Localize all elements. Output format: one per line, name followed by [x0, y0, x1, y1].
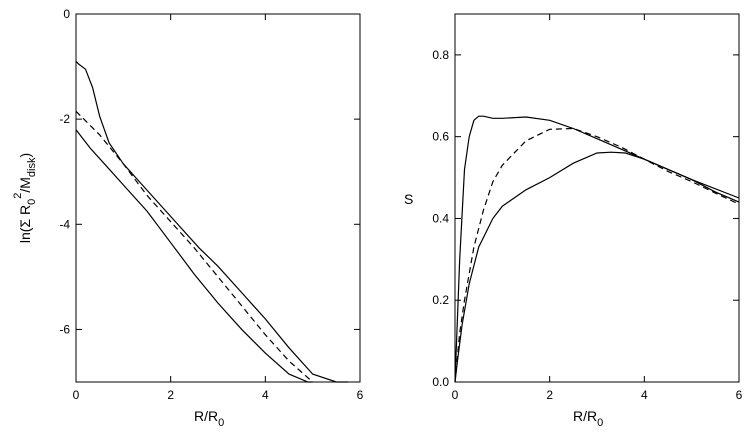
- right-y-axis-label: S: [404, 191, 413, 207]
- right-y-tick-label: 0.4: [432, 211, 449, 225]
- left-y-tick-label: -4: [59, 217, 70, 231]
- left-series-1-solid-line: [75, 129, 313, 383]
- right-y-tick-label: 0.2: [432, 293, 449, 307]
- left-x-tick-label: 2: [167, 388, 174, 402]
- left-x-tick-label: 0: [73, 388, 80, 402]
- left-y-axis-label: ln(Σ R02/Mdisk): [12, 153, 38, 243]
- left-x-tick-label: 6: [357, 388, 364, 402]
- left-y-tick-label: -6: [59, 322, 70, 336]
- right-curves: [454, 115, 740, 383]
- right-plot-frame: [454, 13, 740, 383]
- right-series-1-solid-line: [454, 151, 740, 383]
- left-series-2-dashed-line: [75, 110, 314, 383]
- left-y-tick-label: -2: [59, 112, 70, 126]
- right-y-tick-label: 0.0: [432, 375, 449, 389]
- left-ticks: 0 2 4 6 0 -2 -4 -6: [59, 7, 363, 402]
- right-x-axis-label: R/R0: [573, 408, 603, 429]
- right-x-tick-label: 4: [641, 388, 648, 402]
- left-y-tick-label: 0: [63, 7, 70, 21]
- left-x-axis-label: R/R0: [194, 408, 224, 429]
- right-y-tick-label: 0.6: [432, 130, 449, 144]
- right-y-tick-label: 0.8: [432, 48, 449, 62]
- right-x-tick-label: 0: [452, 388, 459, 402]
- right-ticks: 0 2 4 6 0.0 0.2 0.4 0.6 0.8: [432, 14, 743, 402]
- left-curves: [75, 60, 349, 383]
- left-x-tick-label: 4: [262, 388, 269, 402]
- left-panel: 0 2 4 6 0 -2 -4 -6 R/R0 ln(Σ R02/Mdisk): [12, 7, 364, 429]
- right-panel: 0 2 4 6 0.0 0.2 0.4 0.6 0.8 R/R0 S: [404, 13, 743, 429]
- left-plot-frame: [75, 13, 361, 383]
- right-series-0-solid-line: [454, 115, 740, 383]
- left-series-0-solid-line: [75, 60, 349, 383]
- right-series-2-dashed-line: [454, 127, 740, 383]
- right-x-tick-label: 2: [546, 388, 553, 402]
- right-x-tick-label: 6: [736, 388, 743, 402]
